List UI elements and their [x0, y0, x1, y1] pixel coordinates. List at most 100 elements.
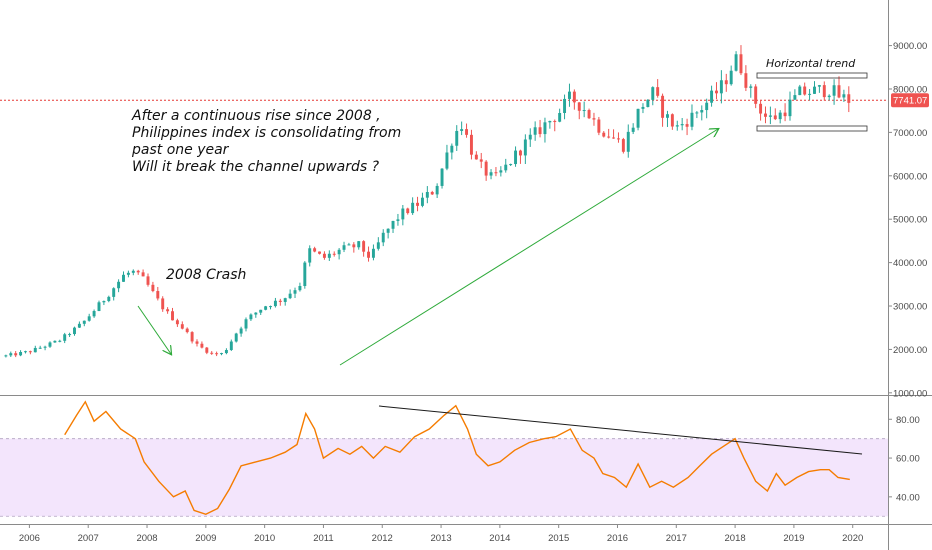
time-tick-label: 2007	[78, 533, 99, 544]
candle-body	[136, 270, 140, 273]
candle-body	[597, 119, 601, 133]
time-tick-label: 2016	[607, 533, 628, 544]
candle-body	[538, 127, 542, 135]
candle-body	[63, 334, 67, 341]
candle-body	[283, 298, 287, 302]
candle-body	[528, 134, 532, 140]
candle-body	[719, 80, 723, 94]
candle-body	[239, 328, 243, 334]
candle-body	[141, 272, 145, 277]
candle-body	[425, 191, 429, 198]
candle-body	[460, 129, 464, 131]
candle-body	[381, 232, 385, 243]
candle-body	[244, 319, 248, 329]
candle-body	[626, 131, 630, 152]
candle-body	[298, 285, 302, 291]
candle-body	[587, 110, 591, 119]
crash-arrow	[137, 305, 171, 354]
candle-body	[229, 341, 233, 351]
candle-body	[577, 102, 581, 111]
candle-body	[494, 172, 498, 174]
candle-series	[4, 45, 851, 358]
candle-body	[612, 137, 616, 139]
candle-body	[420, 197, 424, 206]
candle-body	[484, 161, 488, 176]
candle-body	[259, 309, 263, 313]
candle-body	[293, 290, 297, 294]
candle-body	[533, 127, 537, 135]
candle-body	[82, 320, 86, 324]
candle-body	[695, 112, 699, 114]
candle-body	[391, 220, 395, 229]
rsi-line	[64, 400, 850, 516]
candle-body	[474, 154, 478, 160]
candle-body	[489, 172, 493, 176]
candle-body	[43, 346, 47, 348]
candle-body	[567, 91, 571, 99]
candle-body	[19, 351, 23, 356]
candle-body	[768, 115, 772, 117]
candle-body	[465, 129, 469, 135]
candle-body	[793, 95, 797, 100]
time-tick-label: 2011	[313, 533, 333, 544]
time-tick-label: 2010	[254, 533, 275, 544]
candle-body	[450, 145, 454, 153]
candle-body	[190, 332, 194, 342]
annotation-line-1: After a continuous rise since 2008 ,	[131, 108, 381, 124]
candle-body	[523, 139, 527, 156]
candle-body	[592, 118, 596, 120]
candle-body	[759, 103, 763, 114]
time-axis: 2006 2007 2008 2009 2010 2011 2012 2013 2014 2015…	[19, 524, 863, 544]
candle-body	[685, 124, 689, 127]
candle-body	[518, 150, 522, 156]
candle-body	[631, 127, 635, 132]
time-tick-label: 2015	[548, 533, 569, 544]
candle-body	[499, 170, 503, 173]
candle-body	[126, 272, 130, 275]
candle-body	[362, 241, 366, 252]
candle-body	[396, 219, 400, 221]
candle-body	[469, 134, 473, 155]
candle-body	[273, 300, 277, 307]
candle-body	[102, 301, 106, 303]
candle-body	[675, 125, 679, 127]
candle-body	[406, 208, 410, 214]
candle-body	[264, 306, 268, 310]
price-axis: 1000.00 2000.00 3000.00 4000.00 5000.00 6000.…	[888, 41, 927, 399]
price-tick-label: 7000.00	[893, 128, 927, 139]
candle-body	[77, 323, 81, 328]
candle-body	[479, 159, 483, 162]
candle-body	[73, 327, 76, 335]
candle-body	[616, 138, 620, 140]
time-tick-label: 2012	[372, 533, 393, 544]
candle-body	[151, 284, 155, 292]
time-tick-label: 2018	[725, 533, 746, 544]
candle-body	[28, 351, 32, 353]
candle-body	[803, 86, 807, 95]
candle-body	[847, 94, 851, 103]
candle-body	[308, 248, 312, 263]
candle-body	[734, 54, 738, 71]
candle-body	[817, 85, 821, 87]
candle-body	[548, 120, 552, 123]
candle-body	[166, 309, 170, 312]
candle-body	[773, 115, 777, 120]
candle-body	[582, 110, 586, 112]
candle-body	[563, 98, 567, 114]
candle-body	[210, 352, 214, 354]
rsi-series	[64, 400, 850, 516]
candle-body	[215, 353, 219, 355]
candle-body	[156, 291, 160, 299]
candle-body	[440, 168, 444, 186]
candle-body	[332, 253, 336, 255]
candle-body	[602, 132, 606, 137]
candle-body	[185, 328, 189, 333]
candle-body	[666, 114, 669, 118]
candle-body	[788, 99, 792, 117]
price-tick-label: 3000.00	[893, 302, 927, 313]
candle-body	[112, 288, 116, 297]
candle-body	[58, 340, 62, 342]
candle-body	[234, 333, 238, 342]
candle-body	[200, 343, 204, 348]
rsi-tick-label: 40.00	[896, 492, 920, 503]
